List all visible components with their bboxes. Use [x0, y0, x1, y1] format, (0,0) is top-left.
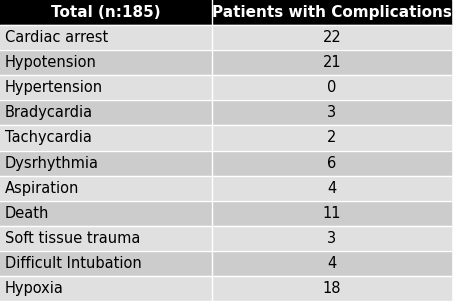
Text: Difficult Intubation: Difficult Intubation: [5, 256, 141, 271]
Bar: [0, 75, 212, 100]
Bar: [212, 126, 451, 150]
Text: 18: 18: [322, 281, 341, 296]
Bar: [0, 100, 212, 126]
Bar: [212, 175, 451, 201]
Bar: [212, 25, 451, 50]
Bar: [0, 25, 212, 50]
Bar: [0, 276, 212, 301]
Text: 22: 22: [322, 30, 341, 45]
Text: Dysrhythmia: Dysrhythmia: [5, 156, 99, 171]
Text: Death: Death: [5, 206, 49, 221]
Text: 0: 0: [327, 80, 337, 95]
Text: 21: 21: [322, 55, 341, 70]
Bar: [0, 175, 212, 201]
Bar: [212, 201, 451, 226]
Text: 3: 3: [327, 231, 337, 246]
Bar: [0, 0, 212, 25]
Bar: [212, 75, 451, 100]
Text: Hypoxia: Hypoxia: [5, 281, 64, 296]
Bar: [0, 150, 212, 175]
Bar: [212, 276, 451, 301]
Text: 2: 2: [327, 130, 337, 145]
Text: Hypertension: Hypertension: [5, 80, 103, 95]
Bar: [212, 226, 451, 251]
Bar: [212, 50, 451, 75]
Text: 11: 11: [322, 206, 341, 221]
Text: Hypotension: Hypotension: [5, 55, 96, 70]
Text: Tachycardia: Tachycardia: [5, 130, 91, 145]
Text: 4: 4: [327, 256, 337, 271]
Text: Aspiration: Aspiration: [5, 181, 79, 196]
Text: 6: 6: [327, 156, 337, 171]
Bar: [212, 251, 451, 276]
Bar: [0, 201, 212, 226]
Bar: [212, 0, 451, 25]
Bar: [0, 50, 212, 75]
Text: Soft tissue trauma: Soft tissue trauma: [5, 231, 140, 246]
Text: Patients with Complications: Patients with Complications: [212, 5, 452, 20]
Text: 3: 3: [327, 105, 337, 120]
Bar: [0, 126, 212, 150]
Bar: [212, 150, 451, 175]
Text: Cardiac arrest: Cardiac arrest: [5, 30, 108, 45]
Text: Bradycardia: Bradycardia: [5, 105, 92, 120]
Bar: [212, 100, 451, 126]
Bar: [0, 226, 212, 251]
Text: Total (n:185): Total (n:185): [51, 5, 161, 20]
Bar: [0, 251, 212, 276]
Text: 4: 4: [327, 181, 337, 196]
